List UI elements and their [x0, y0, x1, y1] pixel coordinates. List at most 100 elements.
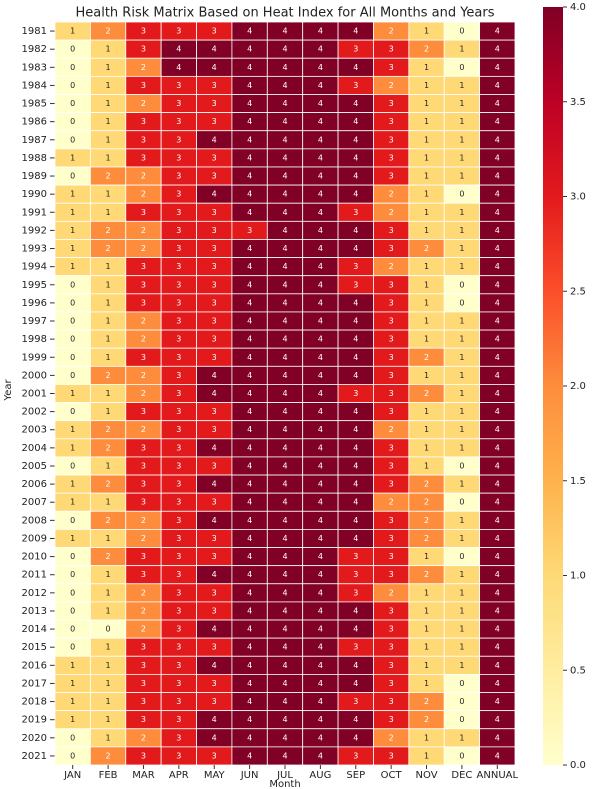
cell-label: 1 [459, 371, 464, 380]
cell-label: 2 [141, 317, 146, 326]
cell-label: 2 [389, 425, 394, 434]
cell-label: 2 [141, 425, 146, 434]
cell-label: 4 [247, 588, 252, 597]
cell-label: 4 [353, 443, 358, 452]
cell-label: 4 [247, 371, 252, 380]
cell-label: 0 [70, 81, 75, 90]
cell-label: 4 [282, 45, 287, 54]
cell-label: 3 [389, 643, 394, 652]
cell-label: 4 [282, 172, 287, 181]
cell-label: 4 [353, 679, 358, 688]
colorbar-tick-label: 3.0 [570, 192, 586, 203]
cell-label: 2 [389, 208, 394, 217]
cell-label: 4 [282, 425, 287, 434]
cell-label: 1 [424, 661, 429, 670]
cell-label: 0 [459, 498, 464, 507]
cell-label: 4 [495, 45, 500, 54]
cell-label: 3 [176, 498, 181, 507]
cell-label: 4 [495, 516, 500, 525]
cell-label: 4 [282, 117, 287, 126]
y-tick-label: 2019 [22, 715, 47, 726]
cell-label: 4 [318, 480, 323, 489]
cell-label: 3 [176, 480, 181, 489]
cell-label: 2 [389, 588, 394, 597]
cell-label: 2 [106, 443, 111, 452]
cell-label: 2 [141, 733, 146, 742]
cell-label: 4 [212, 135, 217, 144]
x-tick-label: OCT [381, 770, 403, 781]
y-tick-label: 2003 [22, 425, 47, 436]
cell-label: 4 [318, 625, 323, 634]
y-tick-label: 2006 [22, 479, 47, 490]
cell-label: 0 [70, 317, 75, 326]
cell-label: 3 [389, 480, 394, 489]
cell-label: 4 [495, 244, 500, 253]
y-tick-label: 2002 [22, 407, 47, 418]
cell-label: 4 [318, 153, 323, 162]
cell-label: 3 [353, 208, 358, 217]
cell-label: 1 [106, 606, 111, 615]
cell-label: 1 [70, 226, 75, 235]
cell-label: 1 [106, 81, 111, 90]
cell-label: 1 [70, 498, 75, 507]
cell-label: 3 [389, 407, 394, 416]
cell-label: 4 [495, 172, 500, 181]
cell-label: 0 [70, 606, 75, 615]
cell-label: 3 [141, 353, 146, 362]
cell-label: 1 [424, 552, 429, 561]
cell-label: 4 [212, 63, 217, 72]
cell-label: 4 [282, 27, 287, 36]
cell-label: 3 [353, 697, 358, 706]
cell-label: 1 [459, 117, 464, 126]
cell-label: 4 [318, 389, 323, 398]
cell-label: 3 [176, 208, 181, 217]
cell-label: 3 [353, 552, 358, 561]
cell-label: 3 [141, 643, 146, 652]
cell-label: 1 [106, 63, 111, 72]
cell-label: 1 [459, 606, 464, 615]
cell-label: 4 [353, 715, 358, 724]
cell-label: 2 [141, 516, 146, 525]
cell-label: 2 [424, 45, 429, 54]
y-tick-label: 1991 [22, 207, 47, 218]
cell-label: 4 [247, 117, 252, 126]
cell-label: 1 [459, 226, 464, 235]
cell-label: 0 [70, 588, 75, 597]
cell-label: 2 [141, 63, 146, 72]
cell-label: 3 [389, 335, 394, 344]
colorbar-tick-label: 2.5 [570, 286, 586, 297]
cell-label: 3 [141, 661, 146, 670]
y-axis-label: Year [3, 379, 14, 402]
cell-label: 0 [459, 27, 464, 36]
cell-label: 3 [389, 63, 394, 72]
cell-label: 4 [247, 625, 252, 634]
cell-label: 0 [459, 679, 464, 688]
cell-label: 1 [424, 425, 429, 434]
cell-label: 3 [389, 371, 394, 380]
cell-label: 1 [70, 715, 75, 724]
cell-label: 3 [389, 661, 394, 670]
cell-label: 4 [318, 371, 323, 380]
cell-label: 4 [318, 606, 323, 615]
cell-label: 0 [70, 643, 75, 652]
cell-label: 4 [282, 135, 287, 144]
cell-label: 4 [353, 317, 358, 326]
cell-label: 4 [495, 371, 500, 380]
cell-label: 3 [212, 117, 217, 126]
cell-label: 4 [282, 534, 287, 543]
cell-label: 1 [424, 190, 429, 199]
cell-label: 3 [176, 298, 181, 307]
cell-label: 4 [495, 697, 500, 706]
cell-label: 2 [389, 27, 394, 36]
y-tick-label: 2018 [22, 697, 47, 708]
cell-label: 1 [106, 117, 111, 126]
cell-label: 4 [212, 480, 217, 489]
y-tick-label: 1992 [22, 225, 47, 236]
x-tick-label: AUG [309, 770, 331, 781]
cell-label: 3 [141, 27, 146, 36]
cell-label: 3 [141, 208, 146, 217]
cell-label: 1 [424, 643, 429, 652]
cell-label: 3 [176, 552, 181, 561]
cell-label: 1 [106, 317, 111, 326]
cell-label: 1 [459, 172, 464, 181]
